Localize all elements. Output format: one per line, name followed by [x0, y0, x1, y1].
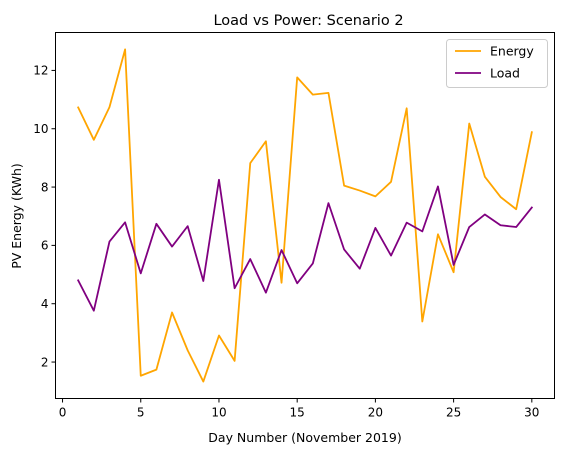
- series-line-load: [76, 178, 534, 312]
- y-tick-label: 12: [33, 64, 48, 78]
- series-layer: [76, 48, 534, 383]
- chart-title: Load vs Power: Scenario 2: [213, 13, 403, 29]
- x-tick-label: 15: [290, 406, 305, 420]
- y-tick-label: 10: [33, 122, 48, 136]
- x-tick-label: 0: [59, 406, 67, 420]
- series-line-energy: [76, 48, 533, 383]
- x-tick-label: 20: [368, 406, 383, 420]
- x-tick-label: 25: [446, 406, 461, 420]
- plot-frame: [55, 32, 555, 399]
- x-tick-label: 5: [137, 406, 145, 420]
- x-tick-label: 30: [524, 406, 539, 420]
- y-tick-label: 6: [41, 239, 49, 253]
- y-tick-label: 4: [41, 297, 49, 311]
- x-axis: 0 5 10 15 20 25 30: [59, 398, 539, 420]
- x-axis-label: Day Number (November 2019): [208, 430, 401, 445]
- legend-label-load: Load: [490, 66, 520, 81]
- legend: Energy Load: [446, 39, 548, 88]
- legend-label-energy: Energy: [490, 44, 534, 59]
- y-tick-label: 8: [41, 180, 49, 194]
- x-tick-label: 10: [211, 406, 226, 420]
- y-axis-label: PV Energy (KWh): [9, 163, 24, 269]
- y-axis: 2 4 6 8 10 12: [33, 64, 56, 369]
- y-tick-label: 2: [41, 355, 49, 369]
